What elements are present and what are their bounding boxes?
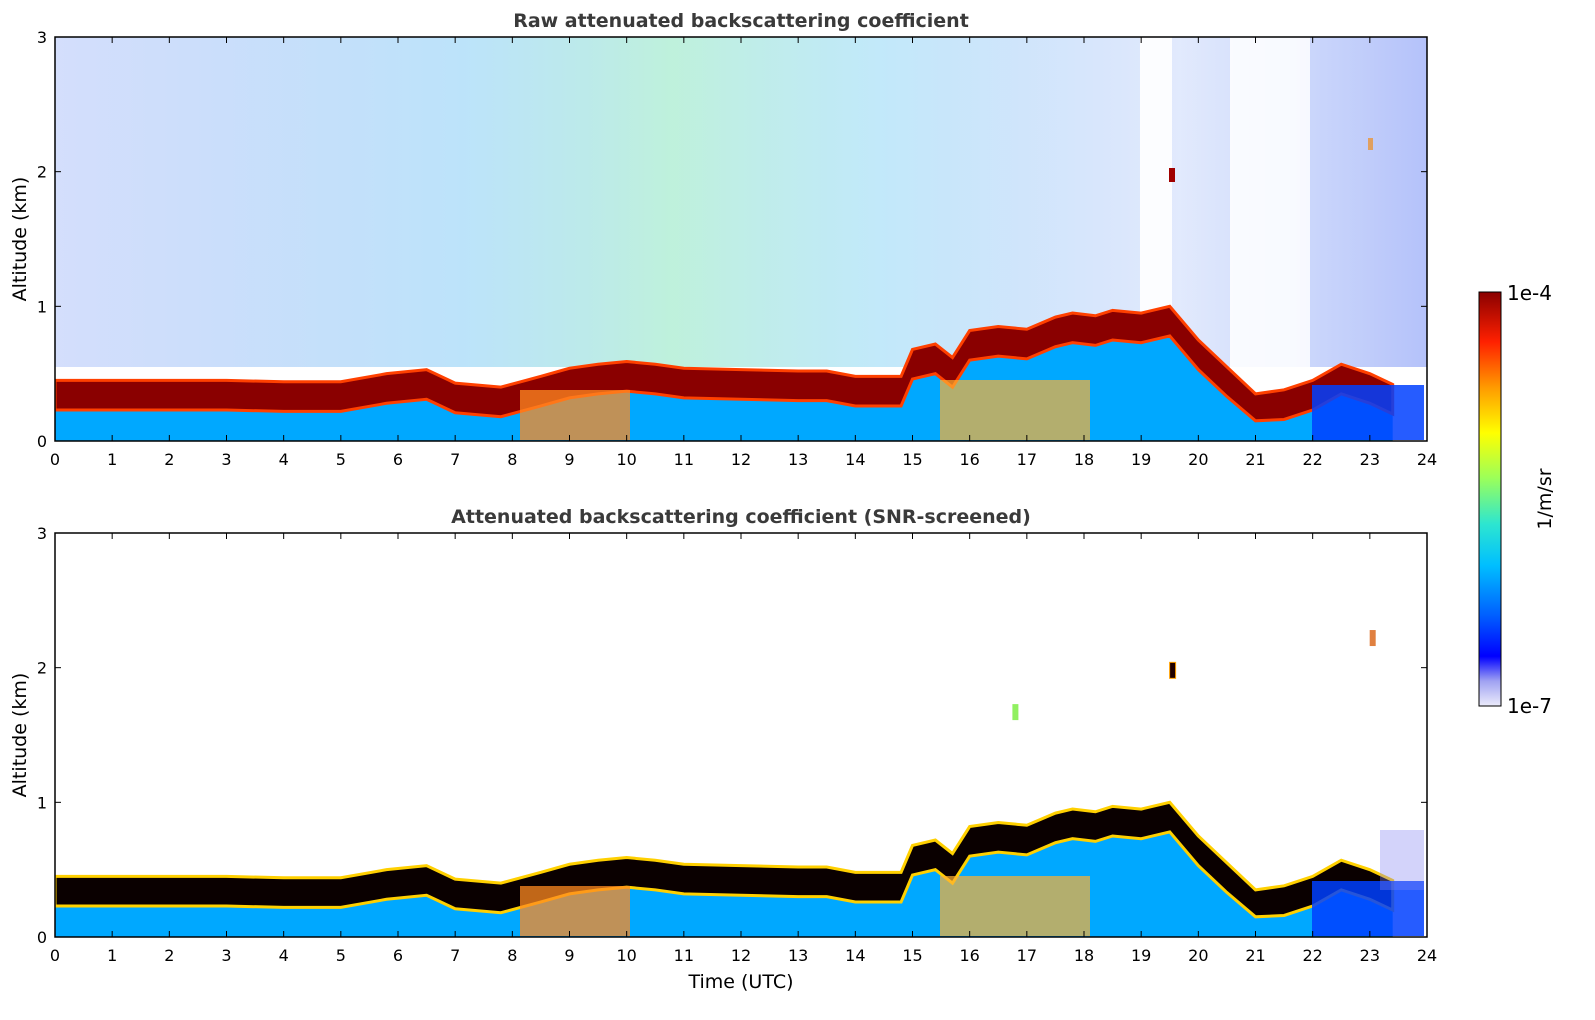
- x-tick-label: 9: [564, 946, 574, 965]
- panel2-evening-haze: [1380, 830, 1424, 890]
- x-tick-label: 20: [1188, 946, 1208, 965]
- x-tick-label: 21: [1245, 946, 1265, 965]
- x-tick-label: 21: [1245, 450, 1265, 469]
- x-tick-label: 13: [788, 450, 808, 469]
- x-tick-label: 16: [959, 946, 979, 965]
- x-tick-label: 8: [507, 946, 517, 965]
- x-tick-label: 22: [1302, 450, 1322, 469]
- x-tick-label: 23: [1360, 450, 1380, 469]
- isolated-feature: [1369, 630, 1376, 647]
- x-tick-label: 2: [164, 450, 174, 469]
- colorbar: 1e-4 1e-7 1/m/sr: [1478, 281, 1556, 718]
- x-tick-label: 0: [50, 450, 60, 469]
- x-tick-label: 10: [616, 946, 636, 965]
- x-tick-label: 0: [50, 946, 60, 965]
- x-tick-label: 7: [450, 450, 460, 469]
- x-tick-label: 5: [336, 946, 346, 965]
- panel1-noise-background: [55, 37, 1427, 367]
- x-tick-label: 3: [221, 450, 231, 469]
- panel1-x-axis: 0 1 2 3 4 5 6 7 8 9 10 11 12 13 14 15 16 17 18 19 20 21 22 23 24: [50, 37, 1437, 469]
- panel1-surface-plume-2: [940, 380, 1090, 440]
- x-tick-label: 15: [902, 946, 922, 965]
- y-tick-label: 1: [37, 793, 47, 812]
- panel2-x-axis: 0 1 2 3 4 5 6 7 8 9 10 11 12 13 14 15 16 17 18 19 20 21 22 23 24: [50, 533, 1437, 965]
- colorbar-unit-label: 1/m/sr: [1534, 468, 1556, 529]
- isolated-feature: [1169, 661, 1177, 679]
- panel2-surface-plume: [520, 886, 630, 936]
- x-tick-label: 20: [1188, 450, 1208, 469]
- y-tick-label: 1: [37, 297, 47, 316]
- colorbar-max-label: 1e-4: [1507, 281, 1552, 305]
- x-tick-label: 13: [788, 946, 808, 965]
- panel1-y-label: Altitude (km): [9, 177, 31, 302]
- x-tick-label: 24: [1417, 946, 1437, 965]
- x-axis-label: Time (UTC): [687, 971, 793, 993]
- x-tick-label: 4: [279, 946, 289, 965]
- y-tick-label: 3: [37, 524, 47, 543]
- y-tick-label: 2: [37, 659, 47, 678]
- panel1-surface-plume: [520, 390, 630, 440]
- panel1-cloud-feature-2: [1368, 138, 1373, 150]
- y-tick-label: 0: [37, 432, 47, 451]
- panel2-y-axis: 0 1 2 3: [37, 524, 1427, 947]
- x-tick-label: 11: [674, 946, 694, 965]
- x-tick-label: 6: [393, 946, 403, 965]
- x-tick-label: 8: [507, 450, 517, 469]
- x-tick-label: 19: [1131, 946, 1151, 965]
- x-tick-label: 4: [279, 450, 289, 469]
- x-tick-label: 18: [1074, 946, 1094, 965]
- x-tick-label: 17: [1017, 946, 1037, 965]
- panel2-evening-blue: [1312, 881, 1424, 936]
- colorbar-gradient: [1478, 291, 1502, 707]
- y-tick-label: 2: [37, 163, 47, 182]
- panel1-heatmap: [55, 37, 1427, 441]
- colorbar-min-label: 1e-7: [1507, 694, 1552, 718]
- panel1-clear-gap-2: [1230, 37, 1310, 367]
- x-tick-label: 5: [336, 450, 346, 469]
- x-tick-label: 7: [450, 946, 460, 965]
- x-tick-label: 11: [674, 450, 694, 469]
- panel1-evening-blue: [1312, 385, 1424, 440]
- x-tick-label: 10: [616, 450, 636, 469]
- x-tick-label: 18: [1074, 450, 1094, 469]
- x-tick-label: 14: [845, 450, 865, 469]
- x-tick-label: 1: [107, 946, 117, 965]
- snr-screened-panel: Attenuated backscattering coefficient (S…: [9, 506, 1437, 993]
- x-tick-label: 12: [731, 946, 751, 965]
- x-tick-label: 19: [1131, 450, 1151, 469]
- panel2-title: Attenuated backscattering coefficient (S…: [451, 506, 1031, 528]
- x-tick-label: 14: [845, 946, 865, 965]
- x-tick-label: 6: [393, 450, 403, 469]
- panel1-title: Raw attenuated backscattering coefficien…: [513, 10, 969, 32]
- y-tick-label: 0: [37, 928, 47, 947]
- x-tick-label: 16: [959, 450, 979, 469]
- x-tick-label: 24: [1417, 450, 1437, 469]
- x-tick-label: 22: [1302, 946, 1322, 965]
- x-tick-label: 9: [564, 450, 574, 469]
- panel2-isolated-features: [1012, 630, 1376, 721]
- panel2-y-label: Altitude (km): [9, 673, 31, 798]
- x-tick-label: 23: [1360, 946, 1380, 965]
- x-tick-label: 17: [1017, 450, 1037, 469]
- x-tick-label: 2: [164, 946, 174, 965]
- x-tick-label: 15: [902, 450, 922, 469]
- raw-backscatter-panel: Raw attenuated backscattering coefficien…: [9, 10, 1437, 469]
- panel1-y-axis: 0 1 2 3: [37, 28, 1427, 451]
- panel2-surface-plume-2: [940, 876, 1090, 936]
- x-tick-label: 12: [731, 450, 751, 469]
- x-tick-label: 3: [221, 946, 231, 965]
- x-tick-label: 1: [107, 450, 117, 469]
- y-tick-label: 3: [37, 28, 47, 47]
- panel1-cloud-feature: [1169, 168, 1175, 182]
- panel2-heatmap: [55, 800, 1424, 937]
- isolated-feature: [1012, 704, 1019, 721]
